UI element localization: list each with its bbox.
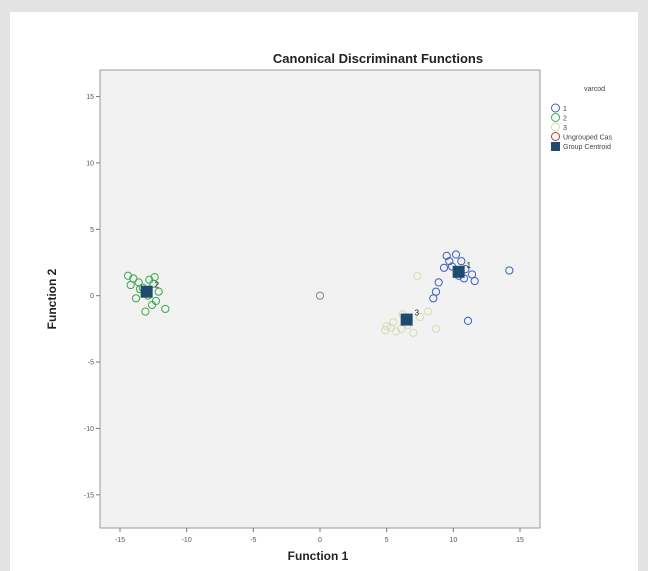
data-point-2: [147, 300, 157, 310]
legend-circle-icon: [551, 103, 560, 113]
y-tick-label: 10: [86, 160, 94, 167]
y-tick-label: 0: [90, 293, 94, 300]
data-point-1: [434, 278, 443, 287]
axis-ticks: -15 -10 -5 0 5 10 15 -15 -10 -5 0 5 10 15: [84, 94, 524, 544]
y-tick-label: 5: [90, 227, 94, 234]
data-point-3: [415, 312, 425, 322]
group-centroid-marker: [140, 285, 153, 298]
legend-centroid-icon: [551, 142, 560, 151]
data-point-1: [442, 251, 451, 260]
y-tick-label: 15: [86, 94, 94, 101]
scatter-chart: Canonical Discriminant Functions -15 -10-…: [45, 51, 613, 563]
data-point-2: [123, 271, 133, 280]
legend-label: 1: [563, 106, 567, 113]
data-point-1: [463, 316, 473, 326]
data-point-ungrouped-cas: [315, 291, 325, 300]
data-point-3: [431, 324, 441, 333]
data-point-3: [409, 328, 418, 337]
data-point-1: [451, 250, 461, 259]
x-tick-label: 5: [385, 537, 389, 544]
data-point-1: [439, 263, 449, 272]
data-point-1: [470, 276, 479, 286]
group-centroid-marker: [400, 313, 413, 326]
y-tick-label: -15: [84, 492, 94, 499]
data-point-1: [445, 257, 454, 266]
data-point-3: [382, 322, 391, 331]
centroid-label: 3: [415, 309, 420, 318]
data-point-2: [154, 287, 163, 296]
data-point-3: [413, 271, 422, 280]
y-tick-label: -10: [84, 426, 94, 433]
legend-circle-icon: [551, 113, 560, 122]
chart-figure: Canonical Discriminant Functions -15 -10-…: [10, 12, 638, 571]
data-point-3: [386, 323, 395, 332]
group-centroid-marker: [452, 265, 465, 278]
legend: varcod 1 2 3 Ungrouped Cas Group Centroid: [551, 86, 613, 151]
data-points: [123, 250, 514, 337]
data-point-1: [505, 266, 514, 275]
legend-label: Ungrouped Cas: [563, 135, 613, 142]
centroid-label: 2: [155, 281, 160, 290]
y-tick-label: -5: [88, 360, 94, 367]
legend-title: varcod: [584, 86, 605, 93]
x-tick-label: -15: [115, 537, 125, 544]
y-axis-label: Function 2: [45, 268, 59, 329]
x-tick-label: 15: [516, 537, 524, 544]
legend-label: Group Centroid: [563, 144, 611, 151]
legend-circle-icon: [551, 122, 560, 132]
data-point-3: [391, 327, 401, 336]
data-point-1: [457, 257, 466, 266]
x-tick-label: -10: [182, 537, 192, 544]
data-point-3: [423, 307, 433, 316]
chart-title: Canonical Discriminant Functions: [273, 51, 483, 66]
legend-circle-icon: [551, 132, 560, 141]
data-point-2: [161, 304, 170, 314]
data-point-2: [131, 294, 141, 303]
x-axis-label: Function 1: [288, 549, 349, 563]
data-point-1: [429, 294, 438, 303]
centroid-label: 1: [467, 261, 472, 270]
data-point-2: [150, 272, 159, 282]
data-point-2: [126, 280, 135, 290]
legend-label: 2: [563, 116, 567, 123]
data-point-2: [141, 307, 150, 316]
data-point-3: [381, 326, 390, 335]
legend-label: 3: [563, 125, 567, 132]
data-point-3: [389, 318, 398, 327]
x-tick-label: 10: [449, 537, 457, 544]
x-tick-label: -5: [250, 537, 256, 544]
x-tick-label: 0: [318, 537, 322, 544]
group-centroids: 1 2 3: [140, 261, 472, 326]
